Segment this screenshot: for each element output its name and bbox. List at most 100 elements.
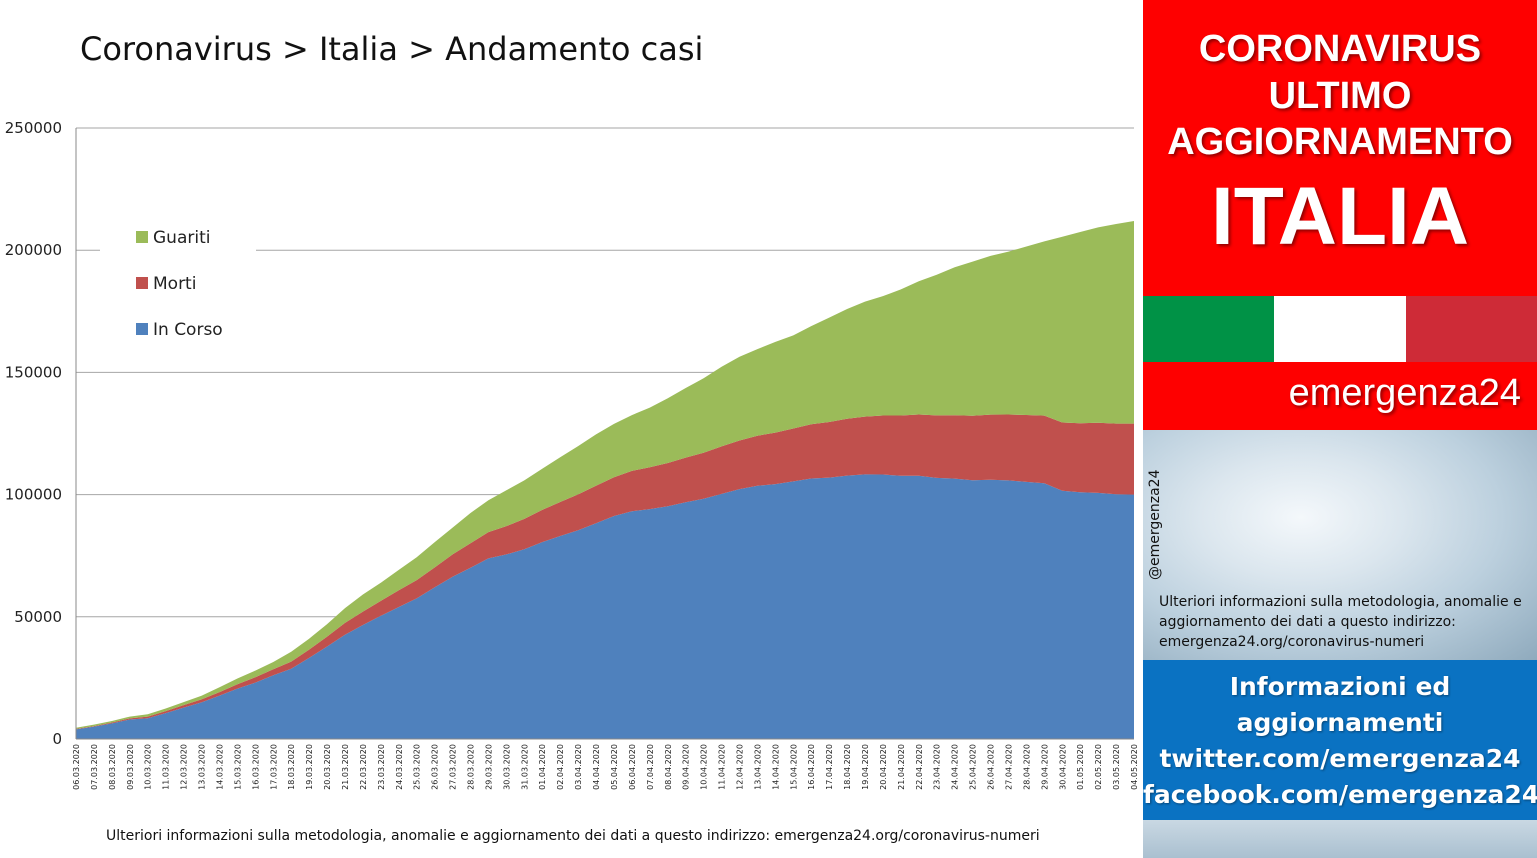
flag-red-stripe	[1406, 296, 1537, 362]
x-tick-label: 26.03.2020	[431, 744, 440, 790]
x-tick-label: 29.04.2020	[1040, 744, 1049, 790]
x-tick-label: 14.04.2020	[771, 744, 780, 790]
x-tick-label: 13.04.2020	[753, 744, 762, 790]
series-area-guariti	[76, 221, 1134, 729]
x-tick-label: 07.03.2020	[90, 744, 99, 790]
info-line-2: aggiornamenti	[1236, 708, 1444, 737]
x-tick-label: 14.03.2020	[215, 744, 224, 790]
x-tick-label: 19.04.2020	[861, 744, 870, 790]
x-tick-label: 31.03.2020	[520, 744, 529, 790]
x-tick-label: 13.03.2020	[198, 744, 207, 790]
brand-name: emergenza24	[1288, 372, 1521, 414]
y-tick-label: 250000	[5, 119, 62, 137]
x-tick-label: 02.05.2020	[1094, 744, 1103, 790]
legend-swatch	[136, 231, 148, 243]
x-tick-label: 12.04.2020	[735, 744, 744, 790]
y-tick-label: 50000	[14, 608, 62, 626]
x-tick-label: 05.04.2020	[610, 744, 619, 790]
x-tick-label: 02.04.2020	[556, 744, 565, 790]
area-chart: 0 50000 100000 150000 200000 250000 06.03.2020…	[5, 119, 1139, 790]
x-tick-label: 25.04.2020	[969, 744, 978, 790]
legend-label: In Corso	[153, 320, 223, 340]
x-tick-label: 09.04.2020	[682, 744, 691, 790]
country-label: ITALIA	[1210, 171, 1470, 262]
x-tick-label: 07.04.2020	[646, 744, 655, 790]
x-tick-label: 18.03.2020	[287, 744, 296, 790]
x-tick-label: 21.04.2020	[897, 744, 906, 790]
x-tick-label: 03.04.2020	[574, 744, 583, 790]
headline-line-1: CORONAVIRUS	[1198, 28, 1482, 70]
x-tick-label: 28.04.2020	[1022, 744, 1031, 790]
x-tick-label: 01.05.2020	[1076, 744, 1085, 790]
x-tick-label: 04.05.2020	[1130, 744, 1139, 790]
x-tick-label: 17.03.2020	[269, 744, 278, 790]
x-tick-label: 03.05.2020	[1112, 744, 1121, 790]
x-tick-label: 15.03.2020	[233, 744, 242, 790]
x-tick-label: 08.04.2020	[664, 744, 673, 790]
y-tick-label: 0	[52, 730, 62, 748]
legend-label: Morti	[153, 274, 196, 294]
x-tick-label: 16.04.2020	[807, 744, 816, 790]
x-tick-label: 23.03.2020	[377, 744, 386, 790]
x-tick-label: 11.04.2020	[718, 744, 727, 790]
x-tick-label: 22.04.2020	[915, 744, 924, 790]
x-tick-label: 29.03.2020	[484, 744, 493, 790]
flag-green-stripe	[1143, 296, 1274, 362]
italian-flag	[1143, 296, 1537, 362]
x-tick-label: 06.03.2020	[72, 744, 81, 790]
x-tick-label: 09.03.2020	[126, 744, 135, 790]
headline-block: CORONAVIRUS ULTIMO AGGIORNAMENTO ITALIA	[1143, 0, 1537, 296]
background-photo	[1143, 430, 1537, 660]
sidebar-note: Ulteriori informazioni sulla metodologia…	[1159, 594, 1522, 650]
x-tick-label: 20.04.2020	[879, 744, 888, 790]
x-tick-label: 23.04.2020	[933, 744, 942, 790]
x-tick-label: 11.03.2020	[162, 744, 171, 790]
y-tick-label: 150000	[5, 363, 62, 381]
twitter-link[interactable]: twitter.com/emergenza24	[1159, 744, 1521, 773]
x-tick-label: 10.04.2020	[700, 744, 709, 790]
x-tick-label: 27.03.2020	[449, 744, 458, 790]
x-tick-label: 01.04.2020	[538, 744, 547, 790]
info-line-1: Informazioni ed	[1229, 672, 1451, 701]
series-area-morti	[76, 414, 1134, 730]
social-handle: @emergenza24	[1147, 469, 1163, 581]
x-tick-label: 21.03.2020	[341, 744, 350, 790]
chart-title: Coronavirus > Italia > Andamento casi	[80, 30, 704, 68]
brand-bar: emergenza24	[1143, 362, 1537, 430]
info-block: Informazioni ed aggiornamenti twitter.co…	[1143, 660, 1537, 820]
sidebar-banner: CORONAVIRUS ULTIMO AGGIORNAMENTO ITALIA …	[1143, 0, 1537, 858]
x-tick-label: 04.04.2020	[592, 744, 601, 790]
x-tick-label: 19.03.2020	[305, 744, 314, 790]
x-tick-label: 17.04.2020	[825, 744, 834, 790]
legend-label: Guariti	[153, 228, 210, 248]
flag-white-stripe	[1274, 296, 1406, 362]
x-tick-label: 24.04.2020	[951, 744, 960, 790]
x-tick-label: 20.03.2020	[323, 744, 332, 790]
x-tick-label: 10.03.2020	[144, 744, 153, 790]
x-tick-label: 08.03.2020	[108, 744, 117, 790]
y-tick-label: 100000	[5, 486, 62, 504]
legend-box	[100, 212, 256, 352]
x-tick-label: 27.04.2020	[1004, 744, 1013, 790]
chart-footer-note: Ulteriori informazioni sulla metodologia…	[106, 828, 1040, 844]
x-tick-label: 15.04.2020	[789, 744, 798, 790]
x-tick-label: 24.03.2020	[395, 744, 404, 790]
bottom-photo-strip	[1143, 820, 1537, 858]
x-tick-label: 22.03.2020	[359, 744, 368, 790]
legend-swatch	[136, 323, 148, 335]
x-tick-label: 12.03.2020	[180, 744, 189, 790]
x-tick-label: 25.03.2020	[413, 744, 422, 790]
headline-line-2: ULTIMO	[1268, 75, 1412, 117]
x-tick-label: 30.03.2020	[502, 744, 511, 790]
x-tick-label: 16.03.2020	[251, 744, 260, 790]
headline-line-3: AGGIORNAMENTO	[1167, 121, 1513, 163]
x-tick-label: 26.04.2020	[987, 744, 996, 790]
x-tick-label: 30.04.2020	[1058, 744, 1067, 790]
x-tick-label: 28.03.2020	[467, 744, 476, 790]
facebook-link[interactable]: facebook.com/emergenza24	[1143, 780, 1537, 809]
legend-swatch	[136, 277, 148, 289]
series-area-in-corso	[76, 474, 1134, 739]
x-tick-label: 06.04.2020	[628, 744, 637, 790]
y-tick-label: 200000	[5, 241, 62, 259]
